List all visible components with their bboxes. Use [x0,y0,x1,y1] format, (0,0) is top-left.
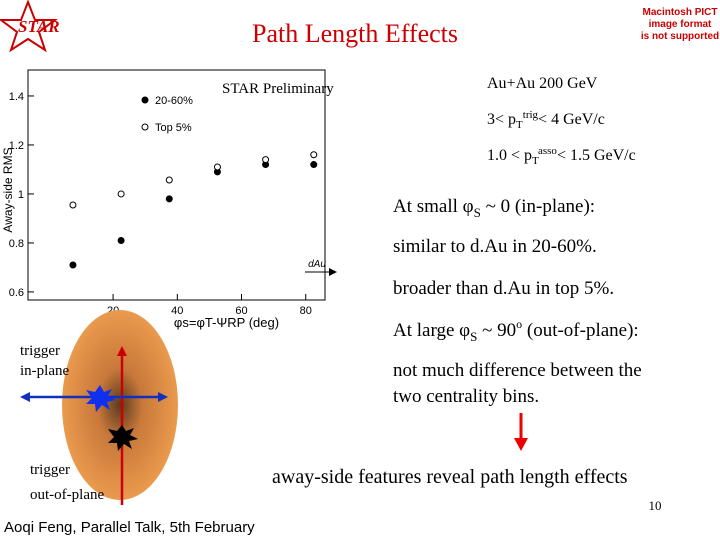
logo: STAR [18,17,60,36]
text: 1.0 < p [487,147,532,164]
arrow-head [20,392,30,402]
bullet: similar to d.Au in 20-60%. [393,236,597,257]
legend-marker [141,96,149,104]
data-point [310,151,318,159]
legend-label: Top 5% [155,122,192,134]
plot-frame [27,69,326,301]
text: At large φ [393,320,470,341]
logo-star [0,0,58,53]
sub: S [474,205,481,220]
y-tick-label: 0.8 [9,238,24,250]
data-point [165,176,173,184]
pict-line: Macintosh PICT [642,7,717,18]
condition: 1.0 < pTasso< 1.5 GeV/c [487,145,636,167]
text: < 1.5 GeV/c [557,147,636,164]
reference-label: dAu [308,259,326,270]
y-tick-label: 0.6 [9,287,24,299]
trigger-label: in-plane [20,363,69,379]
data-point [117,190,125,198]
condition: 3< pTtrig< 4 GeV/c [487,109,605,131]
x-tick-label: 40 [171,305,183,317]
y-tick-label: 1.2 [9,140,24,152]
y-tick-label: 1 [18,189,24,201]
sub: S [470,329,477,344]
sup: asso [538,145,557,157]
conclusion: away-side features reveal path length ef… [272,466,628,488]
arrow-head [514,438,528,451]
text: 3< p [487,111,516,128]
annotation: STAR Preliminary [222,81,334,97]
data-point [69,261,77,269]
burst [108,425,138,451]
trigger-label: trigger [30,462,70,478]
sub: T [532,155,539,167]
footer: Aoqi Feng, Parallel Talk, 5th February [4,519,255,536]
sup: o [516,317,522,331]
data-point [117,236,125,244]
y-tick-label: 1.4 [9,91,24,103]
chart: 0.60.811.21.420406080Away-side RMSφs=φT-… [1,69,337,330]
text: (out-of-plane): [522,320,639,341]
trigger-label: trigger [20,343,60,359]
legend-label: 20-60% [155,95,193,107]
reference-arrow-head [329,268,337,276]
y-axis-label: Away-side RMS [1,147,15,232]
data-point [310,161,318,169]
medium [62,310,178,500]
arrow-head [117,346,127,356]
page-number: 10 [649,498,662,513]
data-point [213,163,221,171]
text: ~ 90 [477,320,516,341]
pict-line: is not supported [641,31,719,42]
text: < 4 GeV/c [538,111,605,128]
data-point [165,195,173,203]
text: ~ 0 (in-plane): [481,196,595,217]
bullet: not much difference between the [393,360,642,381]
bullet: At large φS ~ 90o (out-of-plane): [393,317,639,344]
sup: trig [523,109,539,121]
data-point [262,156,270,164]
pict-notice: Macintosh PICT image format is not suppo… [641,7,719,42]
slide-title: Path Length Effects [252,19,458,48]
trigger-label: out-of-plane [30,487,104,503]
data-point [69,201,77,209]
bullet: broader than d.Au in top 5%. [393,278,614,299]
x-tick-label: 60 [235,305,247,317]
x-axis-label: φs=φT-ΨRP (deg) [174,315,279,330]
condition: Au+Au 200 GeV [487,75,598,92]
pict-line: image format [649,19,712,30]
burst [86,385,116,412]
legend-marker [141,123,149,131]
bullet: two centrality bins. [393,386,539,407]
text: At small φ [393,196,474,217]
bullets: At small φS ~ 0 (in-plane): similar to d… [393,196,642,407]
sub: T [516,119,523,131]
x-tick-label: 80 [300,305,312,317]
bullet: At small φS ~ 0 (in-plane): [393,196,595,220]
arrow-head [158,392,168,402]
